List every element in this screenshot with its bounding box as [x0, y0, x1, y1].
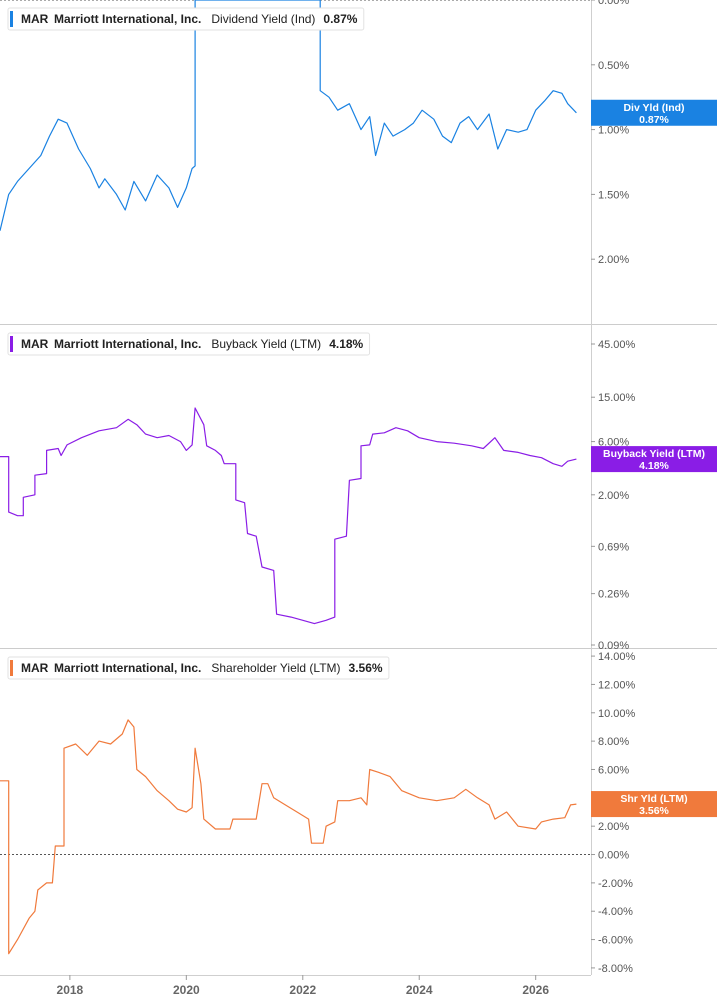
legend-box — [7, 332, 371, 356]
series-line — [0, 719, 577, 955]
y-tick-label: 0.50% — [598, 60, 629, 72]
x-tick-label: 2020 — [173, 983, 200, 997]
legend-metric: Dividend Yield (Ind) — [211, 12, 315, 26]
y-tick-label: 0.00% — [598, 0, 629, 7]
legend-metric: Buyback Yield (LTM) — [211, 337, 321, 351]
y-tick-label: 2.00% — [598, 490, 629, 502]
series-line — [0, 407, 577, 625]
chart-panel-2: 45.00% 15.00% 6.00% 2.00% 0.69% 0.26% 0.09% MAR… — [0, 332, 717, 652]
y-tick-label: -6.00% — [598, 935, 633, 947]
y-tick-label: 15.00% — [598, 392, 636, 404]
x-tick-label: 2024 — [406, 983, 433, 997]
y-tick-label: 0.26% — [598, 589, 629, 601]
badge-label: Buyback Yield (LTM) — [603, 448, 705, 460]
y-tick-label: 8.00% — [598, 736, 629, 748]
legend-color-swatch — [10, 660, 13, 676]
legend-value: 0.87% — [323, 12, 357, 26]
x-tick-label: 2018 — [57, 983, 84, 997]
legend-ticker: MAR — [21, 12, 49, 26]
y-tick-label: 1.00% — [598, 125, 629, 137]
y-tick-label: 2.00% — [598, 254, 629, 266]
legend-metric: Shareholder Yield (LTM) — [211, 661, 340, 675]
y-tick-label: 6.00% — [598, 764, 629, 776]
badge-background — [591, 446, 717, 473]
badge-value: 0.87% — [639, 114, 669, 126]
badge-background — [591, 99, 717, 126]
legend: MAR Marriott International, Inc. Buyback Y… — [7, 332, 371, 356]
y-tick-label: 0.00% — [598, 850, 629, 862]
legend-company: Marriott International, Inc. — [54, 661, 201, 675]
badge-value: 4.18% — [639, 460, 669, 472]
legend-color-swatch — [10, 336, 13, 352]
y-tick-label: 10.00% — [598, 708, 636, 720]
y-tick-label: 6.00% — [598, 437, 629, 449]
x-tick-label: 2022 — [289, 983, 316, 997]
x-tick-label: 2026 — [522, 983, 549, 997]
legend-ticker: MAR — [21, 337, 49, 351]
legend-box — [7, 7, 365, 31]
series-line — [0, 0, 577, 231]
x-axis: 2018 2020 2022 2024 2026 — [57, 975, 549, 997]
current-value-badge: Shr Yld (LTM)3.56% — [591, 791, 717, 818]
y-tick-label: -2.00% — [598, 878, 633, 890]
y-tick-label: -8.00% — [598, 963, 633, 975]
chart-panel-1: 2.00% 1.50% 1.00% 0.50% 0.00% MAR Marriott Int… — [0, 0, 717, 266]
legend-box — [7, 656, 390, 680]
y-tick-label: -4.00% — [598, 906, 633, 918]
y-tick-label: 12.00% — [598, 679, 636, 691]
y-tick-label: 45.00% — [598, 339, 636, 351]
badge-label: Div Yld (Ind) — [623, 102, 684, 114]
y-tick-label: 1.50% — [598, 189, 629, 201]
y-tick-label: 2.00% — [598, 821, 629, 833]
badge-background — [591, 791, 717, 818]
badge-value: 3.56% — [639, 805, 669, 817]
y-tick-label: 0.69% — [598, 541, 629, 553]
badge-label: Shr Yld (LTM) — [620, 793, 687, 805]
current-value-badge: Buyback Yield (LTM)4.18% — [591, 446, 717, 473]
y-tick-label: 0.09% — [598, 640, 629, 652]
legend-value: 3.56% — [349, 661, 383, 675]
legend: MAR Marriott International, Inc. Sharehold… — [7, 656, 390, 680]
current-value-badge: Div Yld (Ind)0.87% — [591, 99, 717, 126]
legend-color-swatch — [10, 11, 13, 27]
legend-company: Marriott International, Inc. — [54, 12, 201, 26]
legend-company: Marriott International, Inc. — [54, 337, 201, 351]
legend-value: 4.18% — [329, 337, 363, 351]
y-tick-label: 14.00% — [598, 651, 636, 663]
chart-panel-3: 14.00%12.00%10.00%8.00%6.00%4.00%2.00%0.… — [0, 651, 717, 975]
legend-ticker: MAR — [21, 661, 49, 675]
legend: MAR Marriott International, Inc. Dividend … — [7, 7, 365, 31]
